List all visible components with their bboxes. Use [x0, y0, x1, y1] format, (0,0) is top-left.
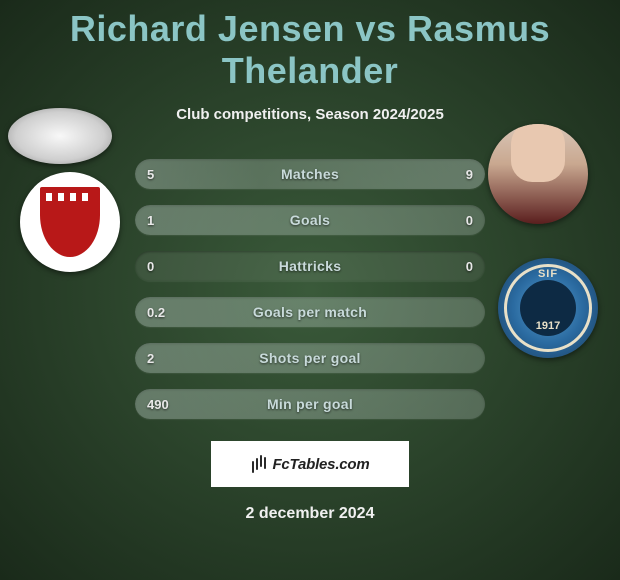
- stat-label: Shots per goal: [135, 343, 485, 373]
- stat-label: Min per goal: [135, 389, 485, 419]
- player-right-club-crest: SIF 1917: [498, 258, 598, 358]
- stat-row: 1Goals0: [135, 205, 485, 235]
- stat-label: Hattricks: [135, 251, 485, 281]
- player-left-club-crest: [20, 172, 120, 272]
- stat-label: Goals per match: [135, 297, 485, 327]
- stat-row: 5Matches9: [135, 159, 485, 189]
- stat-value-right: 9: [466, 159, 473, 189]
- stat-label: Matches: [135, 159, 485, 189]
- stat-value-right: 0: [466, 205, 473, 235]
- player-left-photo: [8, 108, 112, 164]
- stat-label: Goals: [135, 205, 485, 235]
- page-title: Richard Jensen vs Rasmus Thelander: [0, 0, 620, 92]
- stat-row: 0Hattricks0: [135, 251, 485, 281]
- player-right-head: [511, 124, 565, 182]
- attribution-badge[interactable]: FcTables.com: [211, 441, 409, 487]
- crest-sif-ring: [504, 264, 592, 352]
- date-line: 2 december 2024: [0, 505, 620, 523]
- crest-vb: [34, 181, 106, 263]
- stat-row: 0.2Goals per match: [135, 297, 485, 327]
- stat-value-right: 0: [466, 251, 473, 281]
- attribution-text: FcTables.com: [272, 456, 369, 473]
- stat-row: 2Shots per goal: [135, 343, 485, 373]
- player-right-photo: [488, 124, 588, 224]
- stat-row: 490Min per goal: [135, 389, 485, 419]
- fctables-logo-icon: [250, 455, 268, 473]
